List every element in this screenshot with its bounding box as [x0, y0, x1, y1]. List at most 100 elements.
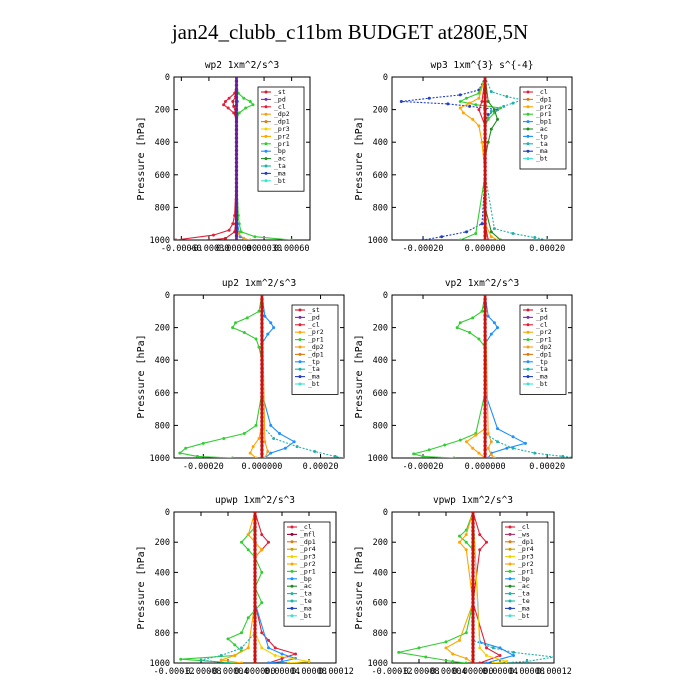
legend-marker-pr1 — [264, 142, 268, 146]
data-point-st — [223, 236, 227, 240]
zero-line-marker — [483, 342, 487, 346]
legend-marker-cl — [298, 323, 302, 327]
zero-line-marker — [234, 156, 239, 161]
series-line-pr1 — [178, 295, 263, 458]
zero-line-marker — [253, 532, 257, 537]
plot-frame — [173, 294, 345, 459]
legend-label: _bt — [274, 177, 286, 185]
data-point-pr3 — [505, 659, 509, 663]
legend-label: _ta — [536, 365, 548, 373]
zero-line-marker — [483, 230, 487, 234]
data-point-ma — [399, 99, 403, 103]
data-point-bp — [489, 332, 493, 336]
legend-marker-ma — [298, 375, 302, 379]
data-point-ac — [492, 108, 496, 112]
data-point-pr1 — [458, 534, 461, 538]
zero-line-marker — [483, 295, 487, 297]
data-point-pr2 — [444, 646, 448, 650]
series-group — [411, 295, 580, 460]
zero-line-marker — [260, 342, 264, 346]
legend-marker-pr2 — [298, 330, 302, 334]
data-point-ac — [489, 230, 493, 234]
x-tick-label: -0.00004 — [208, 667, 249, 677]
data-point-ta — [295, 445, 299, 449]
data-point-ma — [468, 104, 472, 108]
legend-label: _pr2 — [274, 132, 290, 140]
data-point-bp — [523, 441, 527, 445]
zero-line-marker — [471, 551, 475, 556]
series-line-ma — [401, 77, 500, 240]
legend-label: _pr1 — [274, 140, 290, 148]
zero-line-marker — [483, 321, 487, 326]
data-point-bp — [278, 432, 282, 436]
zero-line-marker — [471, 657, 475, 661]
legend-marker-bt — [526, 382, 530, 386]
data-point-pr1 — [458, 99, 462, 103]
panel-vpwp: vpwp 1xm^2/s^3 Pressure [hPa] 0 200 400 600 80… — [354, 495, 572, 677]
legend-marker-pr2 — [526, 330, 530, 334]
zero-line-marker — [260, 317, 264, 322]
data-point-ta — [511, 231, 515, 235]
data-point-pr2 — [240, 661, 243, 663]
plot-frame — [391, 76, 573, 241]
series-line-cl — [175, 77, 238, 240]
data-point-pr1 — [424, 655, 428, 659]
x-tick-label: 0.000000 — [465, 244, 506, 254]
data-point-cl — [212, 233, 216, 237]
data-point-pr1 — [412, 452, 416, 456]
zero-line-marker — [483, 79, 487, 83]
data-point-ma — [480, 222, 484, 226]
legend-label: _mfl — [300, 530, 316, 538]
y-tick-label: 400 — [373, 568, 388, 578]
data-point-cl — [260, 533, 264, 537]
zero-line-marker — [234, 120, 239, 124]
legend-label: _cl — [308, 321, 320, 329]
legend-marker-bp — [264, 149, 268, 153]
zero-line-marker — [483, 205, 487, 210]
legend-label: _bp — [274, 147, 286, 155]
legend-marker-pr1 — [290, 569, 294, 573]
data-point-pr2 — [219, 658, 223, 662]
zero-line-marker — [234, 201, 239, 206]
legend-marker-ma — [526, 149, 530, 153]
zero-line-marker — [234, 230, 239, 234]
legend-label: _tp — [308, 358, 320, 366]
zero-line-marker — [234, 181, 239, 185]
legend-marker-pr1 — [526, 338, 530, 342]
data-point-pr1 — [240, 631, 243, 635]
data-point-dp2 — [263, 456, 267, 458]
data-point-ma — [440, 235, 444, 239]
series-line-ta — [484, 77, 548, 240]
data-point-bp — [486, 314, 490, 318]
zero-line-marker — [483, 358, 487, 362]
zero-line-marker — [471, 653, 475, 658]
data-point-ta — [313, 449, 317, 453]
zero-line-marker — [483, 124, 487, 128]
data-point-pr3 — [273, 653, 277, 657]
data-point-pr1 — [244, 106, 248, 110]
data-point-pr1 — [421, 454, 425, 458]
y-axis-label: Pressure [hPa] — [136, 334, 147, 418]
legend-box — [519, 304, 567, 395]
legend-marker-dp1 — [508, 540, 512, 544]
data-point-pr1 — [464, 96, 468, 100]
x-tick-label: -0.00004 — [426, 667, 467, 677]
data-point-bp — [267, 646, 270, 650]
zero-line-marker — [483, 317, 487, 322]
y-axis-label: Pressure [hPa] — [136, 545, 147, 629]
zero-line-marker — [483, 95, 487, 100]
y-tick-label: 400 — [373, 138, 388, 148]
data-point-ta — [577, 457, 580, 460]
zero-line-marker — [253, 559, 257, 563]
zero-line-marker — [471, 536, 475, 541]
data-point-ac — [489, 127, 493, 131]
legend-label: _bt — [536, 155, 548, 163]
legend-label: _dp2 — [308, 343, 324, 351]
x-tick-label: -0.00020 — [403, 244, 444, 254]
zero-line-marker — [471, 608, 475, 612]
legend-marker-pr4 — [290, 547, 294, 551]
zero-line-marker — [471, 529, 475, 533]
legend-label: _pr1 — [300, 567, 316, 575]
zero-line-marker — [483, 226, 487, 230]
legend-label: _pr3 — [274, 125, 290, 133]
